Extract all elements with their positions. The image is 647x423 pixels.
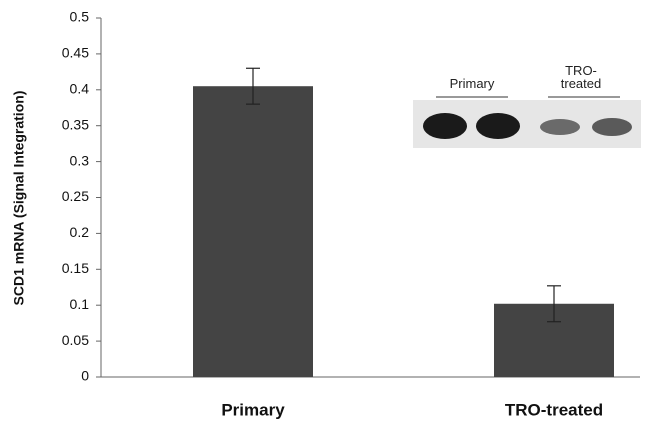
y-tick-label: 0.2 [70, 224, 90, 240]
blot-inset [413, 97, 641, 148]
bar [193, 86, 313, 377]
page: SCD1 mRNA (Signal Integration) 0 0.05 0.1 0… [0, 0, 647, 423]
y-tick-label: 0.45 [62, 45, 89, 61]
x-tick-label: Primary [221, 400, 285, 419]
y-tick-label: 0.1 [70, 296, 90, 312]
blot-band [540, 119, 580, 135]
inset-label: TRO-treated [552, 64, 610, 90]
y-tick-label: 0 [81, 368, 89, 384]
y-tick-label: 0.35 [62, 116, 89, 132]
y-tick-label: 0.05 [62, 332, 89, 348]
y-tick-label: 0.4 [70, 81, 90, 97]
y-tick-label: 0.25 [62, 188, 89, 204]
blot-band [592, 118, 632, 136]
blot-band [423, 113, 467, 139]
y-tick-label: 0.3 [70, 152, 90, 168]
x-tick-label: TRO-treated [505, 400, 603, 419]
y-tick-label: 0.5 [70, 9, 90, 25]
y-axis-label: SCD1 mRNA (Signal Integration) [11, 91, 27, 306]
chart: SCD1 mRNA (Signal Integration) 0 0.05 0.1 0… [0, 0, 647, 423]
y-tick-label: 0.15 [62, 260, 89, 276]
inset-label: Primary [432, 77, 512, 90]
blot-band [476, 113, 520, 139]
